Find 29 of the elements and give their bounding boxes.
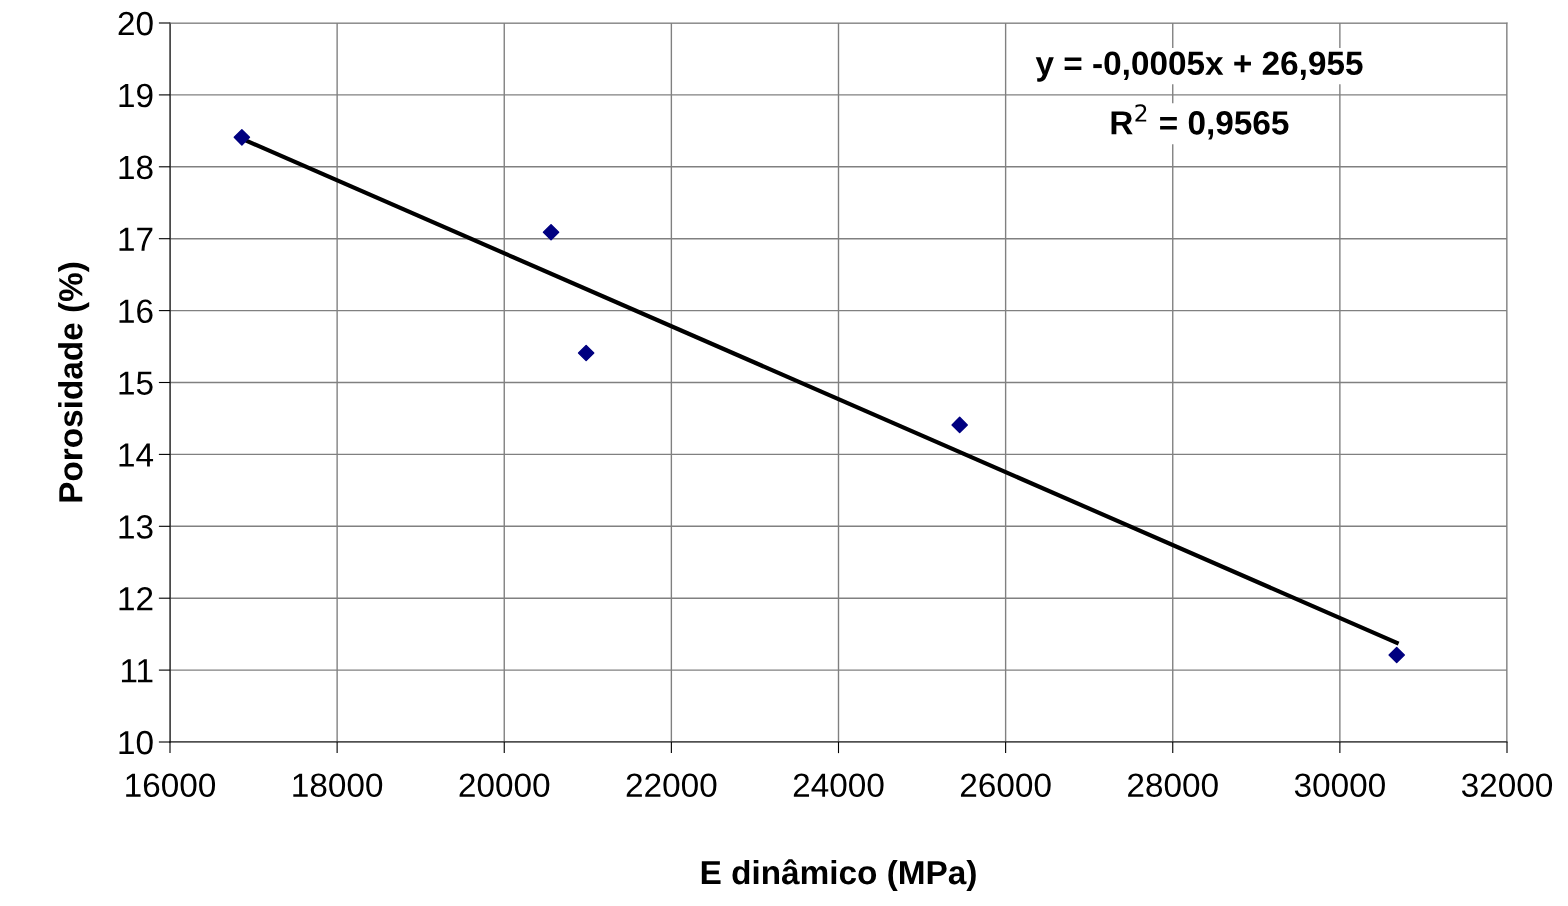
y-tick-label: 18 xyxy=(119,155,153,180)
y-tick-label: 19 xyxy=(119,83,153,108)
x-tick-label: 26000 xyxy=(960,773,1051,798)
y-tick-label: 17 xyxy=(119,227,153,251)
y-tick-label: 10 xyxy=(119,730,153,755)
annotation: R$^{2}$ = 0,9565 xyxy=(1111,104,1289,140)
y-tick-label: 13 xyxy=(119,515,153,539)
point xyxy=(951,416,968,434)
point xyxy=(577,344,595,362)
x-tick-label: 32000 xyxy=(1461,773,1553,798)
y-tick-label: 15 xyxy=(119,371,153,395)
point xyxy=(1388,646,1405,664)
x-tick-label: 30000 xyxy=(1294,773,1385,798)
x-tick-label: 24000 xyxy=(793,773,884,798)
y-tick-label: 12 xyxy=(119,587,153,611)
y-tick-label: 11 xyxy=(121,659,153,683)
point xyxy=(542,223,560,241)
y-axis-title: Porosidade (%) xyxy=(58,262,90,502)
x-tick-label: 16000 xyxy=(126,773,216,798)
x-tick-label: 20000 xyxy=(459,773,550,798)
point xyxy=(233,129,251,146)
y-tick-label: 16 xyxy=(119,299,153,324)
x-axis-title: E dinâmico (MPa) xyxy=(701,859,976,891)
y-tick-label: 14 xyxy=(119,443,154,467)
x-tick-label: 28000 xyxy=(1128,773,1218,798)
y-tick-label: 20 xyxy=(118,11,153,36)
annotation: y = -0,0005x + 26,955 xyxy=(1035,51,1363,82)
x-tick-label: 18000 xyxy=(293,773,383,798)
x-tick-label: 22000 xyxy=(626,773,717,798)
